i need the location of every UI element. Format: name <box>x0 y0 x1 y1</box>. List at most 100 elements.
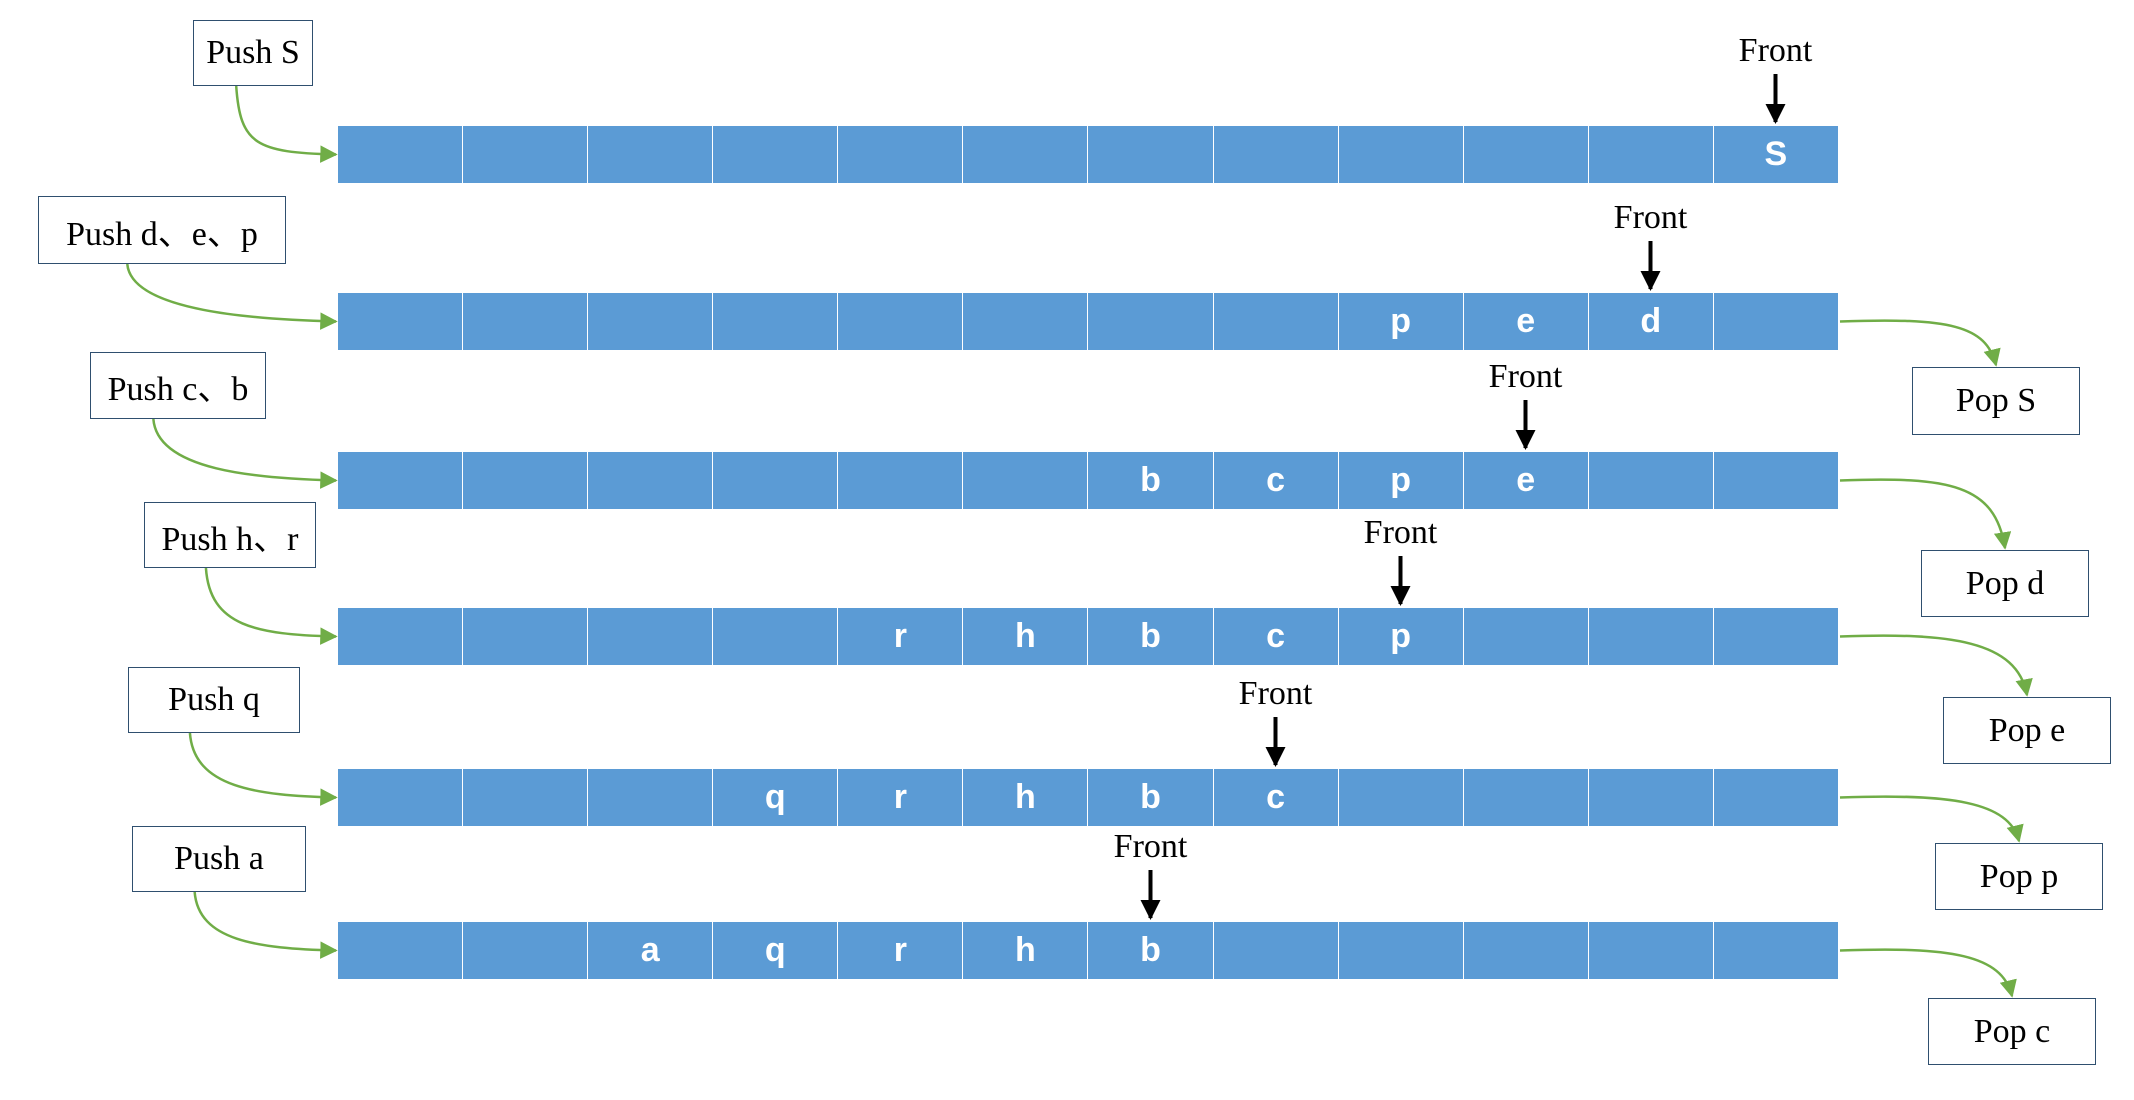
queue-cell: S <box>1764 135 1788 173</box>
queue-cell <box>1714 293 1838 350</box>
queue-cell <box>588 769 714 826</box>
queue-cell: c <box>1214 452 1339 509</box>
pop-operation-box: Pop c <box>1928 998 2096 1065</box>
queue-cell <box>1589 608 1714 665</box>
front-label: Front <box>1613 199 1688 236</box>
front-label: Front <box>1363 514 1438 551</box>
queue-cell <box>463 922 589 979</box>
queue-cell <box>1714 608 1838 665</box>
queue-cell <box>588 608 714 665</box>
queue-cell: p <box>1339 608 1464 665</box>
queue-cell <box>1088 126 1214 183</box>
queue-cell <box>1339 126 1464 183</box>
queue-cell <box>838 126 964 183</box>
pop-connector-arrow <box>1839 478 2012 550</box>
queue-cell <box>713 608 839 665</box>
front-label: Front <box>1738 32 1813 69</box>
queue-cell: q <box>713 922 839 979</box>
queue-cell <box>713 126 839 183</box>
push-operation-box: Push a <box>132 826 306 892</box>
queue-cell <box>588 452 714 509</box>
push-connector-arrow <box>234 85 338 163</box>
queue-cell <box>338 608 464 665</box>
queue-cell <box>463 769 589 826</box>
queue-cell <box>1589 922 1714 979</box>
queue-cell <box>1088 293 1214 350</box>
queue-cell <box>338 769 464 826</box>
queue-cell <box>963 126 1089 183</box>
queue-cell: a <box>588 922 714 979</box>
queue-cell <box>1589 452 1714 509</box>
queue-cell <box>838 452 964 509</box>
queue-cell: e <box>1464 452 1589 509</box>
queue-cell <box>463 608 589 665</box>
queue-cell: b <box>1088 452 1214 509</box>
queue-cell: h <box>963 769 1089 826</box>
front-label: Front <box>1113 828 1188 865</box>
front-label: Front <box>1238 675 1313 712</box>
queue-cell: h <box>963 922 1089 979</box>
push-connector-arrow <box>126 263 338 330</box>
queue-cell <box>588 126 714 183</box>
queue-cell: p <box>1339 452 1464 509</box>
queue-cell <box>963 293 1089 350</box>
push-operation-box: Push c、b <box>90 352 266 419</box>
queue-cell: p <box>1339 293 1464 350</box>
queue-cell <box>1339 769 1464 826</box>
queue-cell: r <box>838 769 964 826</box>
pop-connector-arrow <box>1839 319 2001 367</box>
queue-row: S <box>338 126 1838 183</box>
pop-connector-arrow <box>1839 634 2033 697</box>
queue-cell: b <box>1088 922 1214 979</box>
front-label: Front <box>1488 358 1563 395</box>
pop-operation-box: Pop S <box>1912 367 2080 435</box>
queue-cell <box>713 452 839 509</box>
queue-cell <box>338 293 464 350</box>
push-operation-box: Push h、r <box>144 502 316 568</box>
queue-cell <box>1464 769 1589 826</box>
queue-cell <box>463 126 589 183</box>
push-operation-box: Push d、e、p <box>38 196 286 264</box>
queue-cell <box>1714 452 1838 509</box>
queue-cell: h <box>963 608 1089 665</box>
queue-cell: r <box>838 608 964 665</box>
queue-cell <box>338 126 464 183</box>
push-operation-box: Push S <box>193 20 313 86</box>
pop-operation-box: Pop d <box>1921 550 2089 617</box>
queue-cell: c <box>1214 769 1339 826</box>
queue-cell: b <box>1088 608 1214 665</box>
queue-cell: c <box>1214 608 1339 665</box>
push-operation-box: Push q <box>128 667 300 733</box>
queue-cell: r <box>838 922 964 979</box>
pop-operation-box: Pop e <box>1943 697 2111 764</box>
queue-cell: b <box>1088 769 1214 826</box>
queue-cell <box>1464 608 1589 665</box>
pop-connector-arrow <box>1839 948 2017 998</box>
pop-connector-arrow <box>1839 795 2024 843</box>
push-connector-arrow <box>188 732 338 806</box>
queue-cell <box>838 293 964 350</box>
queue-cell <box>463 452 589 509</box>
queue-cell <box>1464 126 1589 183</box>
queue-cell: e <box>1464 293 1589 350</box>
queue-cell <box>713 293 839 350</box>
queue-cell <box>1464 922 1589 979</box>
push-connector-arrow <box>204 567 338 645</box>
queue-cell <box>1714 769 1838 826</box>
queue-cell <box>463 293 589 350</box>
queue-cell: q <box>713 769 839 826</box>
push-connector-arrow <box>193 891 338 959</box>
push-connector-arrow <box>152 418 338 489</box>
pop-operation-box: Pop p <box>1935 843 2103 910</box>
queue-cell <box>1214 922 1339 979</box>
queue-cell <box>1589 769 1714 826</box>
queue-cell <box>1214 126 1339 183</box>
queue-cell <box>338 922 464 979</box>
queue-cell <box>1214 293 1339 350</box>
